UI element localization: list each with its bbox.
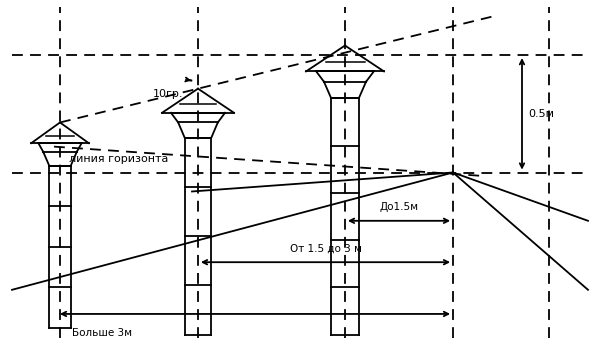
Text: До1.5м: До1.5м — [380, 202, 419, 212]
Text: линия горизонта: линия горизонта — [69, 154, 169, 164]
Text: От 1.5 до 3 м: От 1.5 до 3 м — [290, 244, 361, 254]
Text: 0.5м: 0.5м — [528, 109, 554, 119]
Text: Больше 3м: Больше 3м — [72, 328, 132, 338]
Text: 10гр.: 10гр. — [152, 89, 183, 99]
